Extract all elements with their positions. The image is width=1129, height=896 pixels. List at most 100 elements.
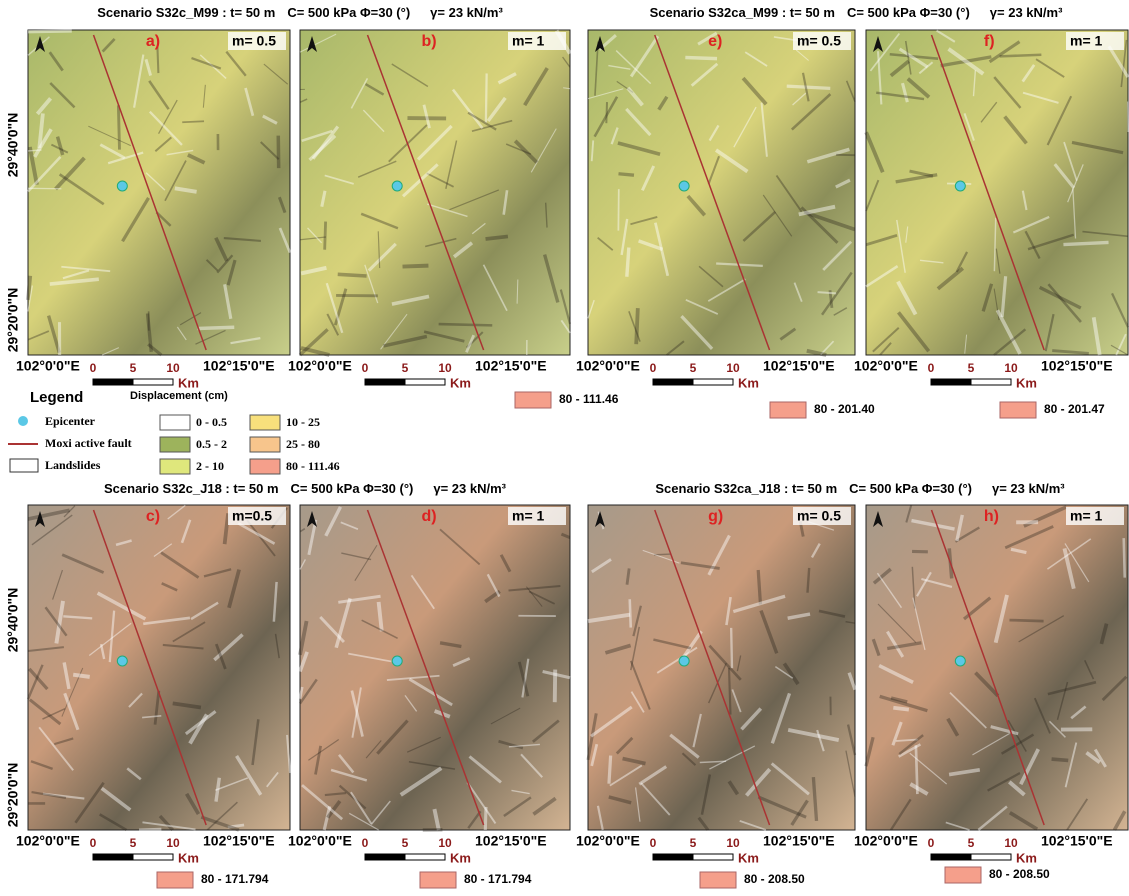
ridge [818,292,837,293]
scale-label: 10 [1004,361,1018,375]
lat-label: 29°40'0"N [5,588,21,653]
max-class-swatch [945,867,981,883]
scale-label: 10 [166,361,180,375]
lon-label: 102°0'0"E [288,833,352,849]
class-label: 80 - 111.46 [286,459,340,473]
scale-label: 0 [362,836,369,850]
ridge [338,274,367,276]
max-class-swatch [157,872,193,888]
lon-label: 102°0'0"E [16,358,80,374]
ridge [636,308,638,344]
ridge [139,829,161,830]
ridge [439,324,493,325]
ridge [486,73,487,122]
scale-label: 0 [90,361,97,375]
scale-unit: Km [178,375,199,390]
panel-letter: b) [422,33,437,50]
map-panel: f) m= 1 [866,30,1128,355]
ridge [517,279,518,303]
scale-unit: Km [738,375,759,390]
m-label: m= 1 [1070,33,1103,49]
max-class-label: 80 - 201.40 [814,402,875,416]
ridge [325,222,326,250]
ridge [403,266,429,267]
ridge [1009,620,1043,621]
ridge [1063,242,1108,244]
ridge [807,568,809,593]
lon-label: 102°15'0"E [475,833,547,849]
scale-bar [365,379,405,385]
lat-label: 29°40'0"N [5,113,21,178]
panel-letter: c) [146,508,160,525]
scale-bar [693,379,733,385]
lon-label: 102°15'0"E [763,358,835,374]
lat-label: 29°20'0"N [5,763,21,828]
scale-label: 5 [130,361,137,375]
scale-bar [93,379,133,385]
max-class-swatch [700,872,736,888]
scale-bar [133,854,173,860]
scale-unit: Km [1016,375,1037,390]
max-class-label: 80 - 171.794 [201,872,269,886]
scale-label: 5 [690,836,697,850]
lon-label: 102°15'0"E [203,358,275,374]
scale-label: 0 [650,836,657,850]
max-class-label: 80 - 201.47 [1044,402,1105,416]
scale-unit: Km [738,850,759,865]
ridge [893,708,909,710]
map-background [28,30,290,355]
scale-unit: Km [450,375,471,390]
ridge [28,276,30,300]
lon-label: 102°0'0"E [854,358,918,374]
scale-label: 5 [130,836,137,850]
scale-label: 0 [928,836,935,850]
ridge [118,105,119,149]
map-panel: g)m= 0.5 [588,505,855,830]
epicenter [955,181,965,191]
scale-bar [931,379,971,385]
ridge [1000,55,1042,57]
m-label: m=0.5 [232,508,272,524]
map-panel: c) m=0.5 [28,505,290,830]
class-label: 25 - 80 [286,437,320,451]
panel-letter: e) [708,33,722,50]
legend-label: Epicenter [45,414,96,428]
max-class-label: 80 - 111.46 [559,392,619,406]
scale-label: 0 [650,361,657,375]
max-class-label: 80 - 208.50 [744,872,805,886]
map-background [588,30,855,355]
scale-label: 5 [402,836,409,850]
class-swatch [160,437,190,452]
lon-label: 102°15'0"E [1041,358,1113,374]
scale-label: 5 [968,361,975,375]
legend-title: Legend [30,389,83,406]
class-label: 0 - 0.5 [196,415,227,429]
scale-bar [93,854,133,860]
m-label: m= 1 [1070,508,1103,524]
panel-letter: f) [984,33,995,50]
class-swatch [250,415,280,430]
ridge [627,248,629,277]
legend-label: Landslides [45,458,101,472]
max-class-swatch [515,392,551,408]
max-class-swatch [420,872,456,888]
lon-label: 102°0'0"E [576,358,640,374]
scale-unit: Km [178,850,199,865]
map-panel: a)m= 0.5 [28,30,290,355]
scale-label: 0 [928,361,935,375]
ridge [73,675,90,677]
epicenter [392,181,402,191]
class-label: 0.5 - 2 [196,437,227,451]
ridge [1052,759,1069,760]
epicenter [392,656,402,666]
scale-unit: Km [1016,850,1037,865]
scale-bar [653,854,693,860]
scale-label: 5 [690,361,697,375]
lat-label: 29°20'0"N [5,288,21,353]
ridge [486,236,508,239]
map-background [300,505,570,830]
legend-label: Moxi active fault [45,436,132,450]
